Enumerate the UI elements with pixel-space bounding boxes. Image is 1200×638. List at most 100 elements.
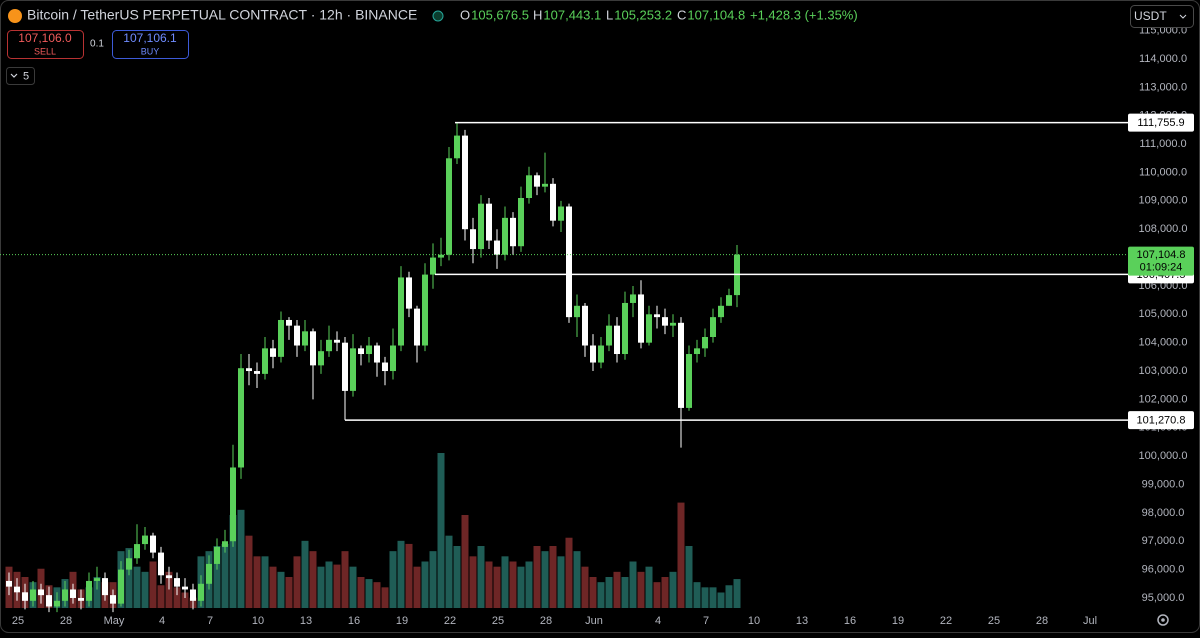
volume-bar	[581, 566, 589, 608]
volume-bar	[381, 587, 389, 608]
volume-bar	[149, 561, 157, 608]
volume-bar	[93, 577, 101, 608]
volume-bar	[661, 577, 669, 608]
volume-bar	[413, 566, 421, 608]
candle-body	[710, 317, 716, 337]
candle-body	[686, 354, 692, 408]
x-tick-label: 25	[988, 615, 1000, 627]
candle-body	[694, 348, 700, 355]
candle-body	[582, 305, 588, 346]
volume-bar	[629, 561, 637, 608]
quantity[interactable]: 0.1	[90, 39, 104, 50]
candle-body	[230, 467, 236, 542]
candle-body	[558, 206, 564, 221]
x-tick-label: 22	[940, 615, 952, 627]
candle-body	[238, 368, 244, 468]
candle-body	[438, 254, 444, 258]
volume-bar	[485, 561, 493, 608]
candle-body	[102, 578, 108, 596]
y-tick-label: 103,000.0	[1139, 365, 1188, 377]
symbol-title[interactable]: Bitcoin / TetherUS PERPETUAL CONTRACT · …	[27, 7, 417, 23]
candle-body	[326, 339, 332, 352]
x-tick-label: 28	[540, 615, 552, 627]
x-tick-label: May	[104, 615, 125, 627]
volume-bar	[373, 582, 381, 608]
candle-body	[566, 206, 572, 318]
buy-button[interactable]	[112, 30, 189, 59]
candle-body	[486, 203, 492, 241]
volume-bar	[349, 566, 357, 608]
candle-body	[550, 183, 556, 221]
volume-bar	[605, 577, 613, 608]
candle-body	[590, 345, 596, 363]
volume-bar	[573, 551, 581, 608]
status-dot	[432, 10, 444, 22]
volume-bar	[693, 582, 701, 608]
y-tick-label: 95,000.0	[1142, 592, 1185, 604]
last-price-box	[1128, 246, 1194, 276]
volume-bar	[301, 540, 309, 608]
buy-label: BUY	[141, 46, 160, 56]
y-tick-label: 98,000.0	[1142, 507, 1185, 519]
x-tick-label: 10	[252, 615, 264, 627]
volume-bar	[597, 582, 605, 608]
x-tick-label: 4	[655, 615, 661, 627]
sell-button[interactable]	[7, 30, 84, 59]
candle-body	[542, 183, 548, 187]
volume-bar	[125, 548, 133, 608]
volume-bar	[621, 577, 629, 608]
candle-body	[678, 322, 684, 408]
symbol-icon	[8, 9, 22, 23]
candle-body	[462, 135, 468, 230]
candle-body	[310, 331, 316, 366]
volume-bar	[341, 551, 349, 608]
volume-bar	[653, 582, 661, 608]
y-tick-label: 100,000.0	[1139, 450, 1188, 462]
volume-bar	[637, 571, 645, 608]
x-tick-label: 19	[892, 615, 904, 627]
candle-body	[294, 325, 300, 346]
volume-bar	[493, 566, 501, 608]
sell-price: 107,106.0	[18, 31, 72, 45]
volume-bar	[325, 561, 333, 608]
candle-body	[62, 589, 68, 601]
y-tick-label: 111,000.0	[1139, 138, 1186, 150]
candle-body	[270, 348, 276, 357]
volume-bar	[461, 515, 469, 608]
candle-body	[342, 342, 348, 391]
ohlc-key: H	[533, 7, 542, 22]
candle-body	[614, 325, 620, 355]
settings-icon[interactable]	[1157, 614, 1169, 626]
volume-bar	[133, 566, 141, 608]
candle-body	[718, 305, 724, 318]
x-tick-label: 13	[796, 615, 808, 627]
volume-bar	[293, 556, 301, 608]
candle-body	[414, 308, 420, 346]
volume-bar	[733, 579, 741, 608]
indicator-toggle[interactable]	[6, 67, 35, 85]
volume-bar	[173, 587, 181, 608]
volume-bar	[421, 561, 429, 608]
candle-body	[518, 198, 524, 247]
candle-body	[190, 589, 196, 601]
volume-bar	[541, 551, 549, 608]
volume-bar	[365, 579, 373, 608]
y-tick-label: 108,000.0	[1139, 223, 1188, 235]
volume-bar	[509, 561, 517, 608]
candle-body	[470, 229, 476, 250]
candle-body	[278, 319, 284, 357]
y-tick-label: 114,000.0	[1139, 53, 1187, 65]
volume-bar	[701, 587, 709, 608]
volume-bar	[253, 556, 261, 608]
candle-body	[654, 314, 660, 318]
candle-body	[142, 535, 148, 545]
x-tick-label: 10	[748, 615, 760, 627]
currency-dropdown[interactable]	[1130, 5, 1194, 28]
candle-body	[382, 362, 388, 372]
ohlc-legend: O 105,676.5 H 107,443.1 L 105,253.2 C 107,104.8	[460, 7, 745, 22]
volume-bar	[165, 571, 173, 608]
candle-body	[406, 277, 412, 309]
level-label: 111,755.9	[1137, 117, 1184, 129]
candle-body	[662, 317, 668, 326]
